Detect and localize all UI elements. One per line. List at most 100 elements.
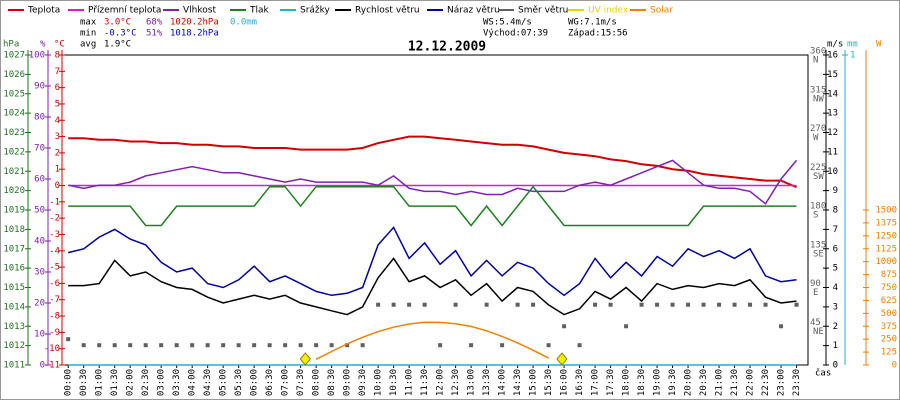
tick-label: 3 xyxy=(55,132,60,142)
tick-label: -1 xyxy=(49,197,60,207)
x-tick-label: 05:30 xyxy=(234,369,244,396)
tick-label: 8 xyxy=(833,206,838,216)
x-tick-label: 21:00 xyxy=(715,369,725,396)
x-tick-label: 01:30 xyxy=(110,369,120,396)
tick-label: 1024 xyxy=(3,109,25,119)
axis-unit: % xyxy=(40,40,46,50)
tick-label: 1375 xyxy=(875,218,897,228)
tick-label: 1021 xyxy=(3,167,25,177)
stats-value: 1.9°C xyxy=(104,40,131,50)
direction-point xyxy=(422,302,427,307)
x-tick-label: 03:00 xyxy=(157,369,167,396)
tick-label: 1022 xyxy=(3,147,25,157)
tick-label: -5 xyxy=(49,263,60,273)
x-tick-label: 09:00 xyxy=(343,369,353,396)
direction-point xyxy=(546,343,551,348)
direction-point xyxy=(670,302,675,307)
direction-point xyxy=(360,343,365,348)
compass-label: NE xyxy=(813,327,824,337)
x-tick-label: 17:00 xyxy=(591,369,601,396)
legend-label: Teplota xyxy=(27,6,60,16)
compass-label: E xyxy=(813,288,818,298)
direction-point xyxy=(128,343,133,348)
tick-label: -10 xyxy=(44,344,60,354)
sun-stat: Západ:15:56 xyxy=(568,29,628,39)
tick-label: 1 xyxy=(850,51,855,61)
tick-label: 12 xyxy=(827,128,838,138)
x-tick-label: 08:00 xyxy=(312,369,322,396)
tick-label: 5 xyxy=(833,264,838,274)
direction-point xyxy=(407,302,412,307)
tick-label: 1018 xyxy=(3,225,25,235)
tick-label: -2 xyxy=(49,214,60,224)
compass-label: NW xyxy=(813,94,824,104)
direction-point xyxy=(81,343,86,348)
tick-label: 2 xyxy=(833,322,838,332)
tick-label: 1012 xyxy=(3,341,25,351)
direction-point xyxy=(701,302,706,307)
direction-point xyxy=(221,343,226,348)
stats-value: 68% xyxy=(146,18,163,28)
direction-point xyxy=(143,343,148,348)
x-tick-label: 11:00 xyxy=(405,369,415,396)
legend-label: Tlak xyxy=(249,6,270,16)
tick-label: 16 xyxy=(827,51,838,61)
tick-label: 90 xyxy=(34,82,45,92)
tick-label: 6 xyxy=(55,83,60,93)
x-tick-label: 12:30 xyxy=(451,369,461,396)
legend-label: Náraz větru xyxy=(447,6,500,16)
sun-marker xyxy=(299,352,311,366)
direction-point xyxy=(484,302,489,307)
axis-unit: hPa xyxy=(3,40,19,50)
tick-label: -6 xyxy=(49,279,60,289)
direction-point xyxy=(66,337,71,342)
tick-label: 10 xyxy=(34,330,45,340)
sun-marker xyxy=(556,352,568,366)
tick-label: 4 xyxy=(55,116,60,126)
tick-label: -4 xyxy=(49,246,60,256)
x-tick-label: 16:30 xyxy=(575,369,585,396)
axis-unit: W xyxy=(876,40,882,50)
tick-label: 500 xyxy=(881,309,897,319)
direction-point xyxy=(376,302,381,307)
tick-label: 270 xyxy=(810,124,826,134)
tick-label: 1017 xyxy=(3,244,25,254)
tick-label: 375 xyxy=(881,322,897,332)
x-tick-label: 00:00 xyxy=(64,369,74,396)
direction-point xyxy=(329,343,334,348)
direction-point xyxy=(314,343,319,348)
axis-unit: m/s xyxy=(827,40,843,50)
tick-label: 7 xyxy=(833,225,838,235)
legend-label: Rychlost větru xyxy=(355,6,420,16)
legend-label: Přízemní teplota xyxy=(88,6,161,16)
tick-label: 1000 xyxy=(875,257,897,267)
compass-label: W xyxy=(813,133,819,143)
x-tick-label: 17:30 xyxy=(606,369,616,396)
compass-label: SE xyxy=(813,249,824,259)
series-line xyxy=(315,321,549,360)
tick-label: 1026 xyxy=(3,70,25,80)
direction-point xyxy=(205,343,210,348)
direction-point xyxy=(174,343,179,348)
tick-label: 15 xyxy=(827,70,838,80)
x-tick-label: 18:00 xyxy=(622,369,632,396)
tick-label: 1014 xyxy=(3,302,25,312)
axis-unit: mm xyxy=(847,40,858,50)
compass-label: SW xyxy=(813,172,824,182)
direction-point xyxy=(577,343,582,348)
tick-label: 315 xyxy=(810,85,826,95)
stats-value: 0.0mm xyxy=(230,18,257,28)
direction-point xyxy=(779,324,784,329)
tick-label: 6 xyxy=(833,244,838,254)
tick-label: 750 xyxy=(881,283,897,293)
x-tick-label: 14:30 xyxy=(513,369,523,396)
tick-label: 50 xyxy=(34,206,45,216)
x-tick-label: 12:00 xyxy=(436,369,446,396)
direction-point xyxy=(97,343,102,348)
tick-label: 40 xyxy=(34,237,45,247)
tick-label: 10 xyxy=(827,167,838,177)
tick-label: 30 xyxy=(34,268,45,278)
tick-label: 360 xyxy=(810,47,826,57)
tick-label: 1 xyxy=(833,341,838,351)
tick-label: 1125 xyxy=(875,244,897,254)
